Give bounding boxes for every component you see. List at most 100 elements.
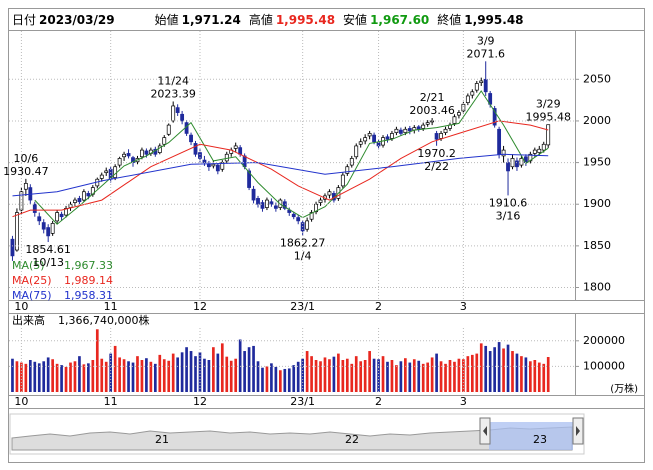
volume-bar (158, 354, 162, 392)
volume-bar (354, 356, 358, 392)
volume-bar (37, 363, 41, 392)
y-tick-label: 100000 (583, 359, 625, 372)
candle-body (372, 134, 377, 143)
candle-body (492, 108, 497, 126)
volume-bar (453, 361, 456, 392)
header-item: 始値 1,971.24 (155, 11, 241, 28)
candle-body (19, 191, 24, 211)
candle-body (99, 174, 104, 179)
volume-bar (497, 342, 501, 392)
x-tick-label: 11 (104, 395, 118, 408)
candle-body (256, 198, 260, 205)
volume-bar (506, 344, 510, 392)
x-tick-label: 10 (14, 395, 28, 408)
volume-unit: (万株) (610, 382, 638, 395)
annotation-date: 3/9 (477, 34, 495, 47)
header-value: 1,995.48 (464, 12, 524, 27)
volume-plot (11, 329, 550, 392)
volume-bar (167, 360, 171, 392)
candle-body (546, 124, 551, 146)
legend-label: MA(75) (12, 289, 52, 302)
candle-body (465, 95, 470, 103)
volume-bar (91, 360, 95, 392)
navigator-selection[interactable] (489, 422, 573, 450)
candle-body (166, 124, 171, 135)
volume-bar (448, 360, 452, 392)
candle-body (470, 91, 475, 96)
candle-body (104, 170, 109, 173)
annotation-price: 1854.61 (25, 243, 71, 256)
candle-body (206, 163, 211, 168)
candle-body (421, 124, 426, 129)
annotation-date: 10/13 (32, 256, 64, 269)
volume-bar (417, 360, 421, 392)
volume-bar (11, 358, 14, 392)
volume-bar (122, 359, 126, 392)
candle-body (247, 170, 251, 188)
volume-bar (100, 358, 104, 392)
candle-body (131, 157, 135, 163)
volume-bar (252, 345, 255, 392)
candle-body (77, 198, 82, 203)
volume-bar (470, 354, 474, 392)
volume-bar (131, 362, 135, 392)
volume-bar (287, 368, 291, 392)
header-label: 日付 (12, 12, 37, 27)
volume-bar (314, 360, 318, 392)
volume-bar (51, 359, 54, 392)
volume-bar (278, 370, 282, 392)
candle-body (506, 162, 510, 172)
candle-body (479, 80, 484, 83)
volume-bar (493, 347, 496, 392)
volume-bar (149, 361, 153, 392)
volume-bar (225, 356, 229, 392)
annotation-date: 3/29 (536, 98, 561, 111)
candle-body (519, 158, 524, 166)
x-tick-label: 23/1 (290, 300, 315, 313)
header-item: 終値 1,995.48 (437, 11, 523, 28)
candle-body (309, 212, 314, 220)
volume-bar (426, 362, 430, 392)
candle-body (434, 133, 439, 140)
candle-body (461, 103, 466, 112)
volume-bar (520, 356, 523, 392)
volume-bar (372, 358, 376, 392)
volume-bar (430, 357, 434, 392)
candle-body (296, 217, 301, 222)
volume-bar (395, 365, 398, 392)
candle-body (171, 105, 176, 122)
candle-body (144, 150, 149, 155)
candle-body (198, 152, 202, 159)
candle-body (269, 201, 274, 205)
candle-body (113, 166, 118, 178)
candle-body (233, 145, 238, 149)
candle-body (327, 191, 332, 196)
annotation-price: 1862.27 (280, 237, 326, 250)
candle-body (37, 216, 42, 222)
header-label: 安値 (343, 12, 368, 27)
volume-bar (212, 347, 215, 392)
volume-bar (533, 360, 537, 392)
volume-bar (198, 352, 202, 392)
candle-body (55, 212, 60, 222)
candle-body (452, 116, 457, 124)
candle-body (314, 203, 318, 213)
y-tick-label: 1800 (583, 281, 611, 294)
x-tick-label: 3 (460, 300, 467, 313)
annotation-date: 2/21 (420, 91, 445, 104)
volume-bar (466, 356, 470, 392)
candle-body (189, 134, 193, 143)
volume-bar (337, 353, 340, 392)
candle-body (291, 213, 296, 218)
annotation-date: 2/22 (424, 160, 449, 173)
volume-bar (24, 363, 28, 392)
candle-body (73, 199, 77, 203)
volume-bar (46, 357, 50, 392)
volume-title: 出来高 (12, 313, 45, 327)
volume-bar (345, 358, 349, 392)
candle-body (215, 164, 220, 172)
candle-body (265, 199, 269, 208)
header-value: 1,995.48 (275, 12, 336, 27)
volume-bar (399, 361, 403, 392)
